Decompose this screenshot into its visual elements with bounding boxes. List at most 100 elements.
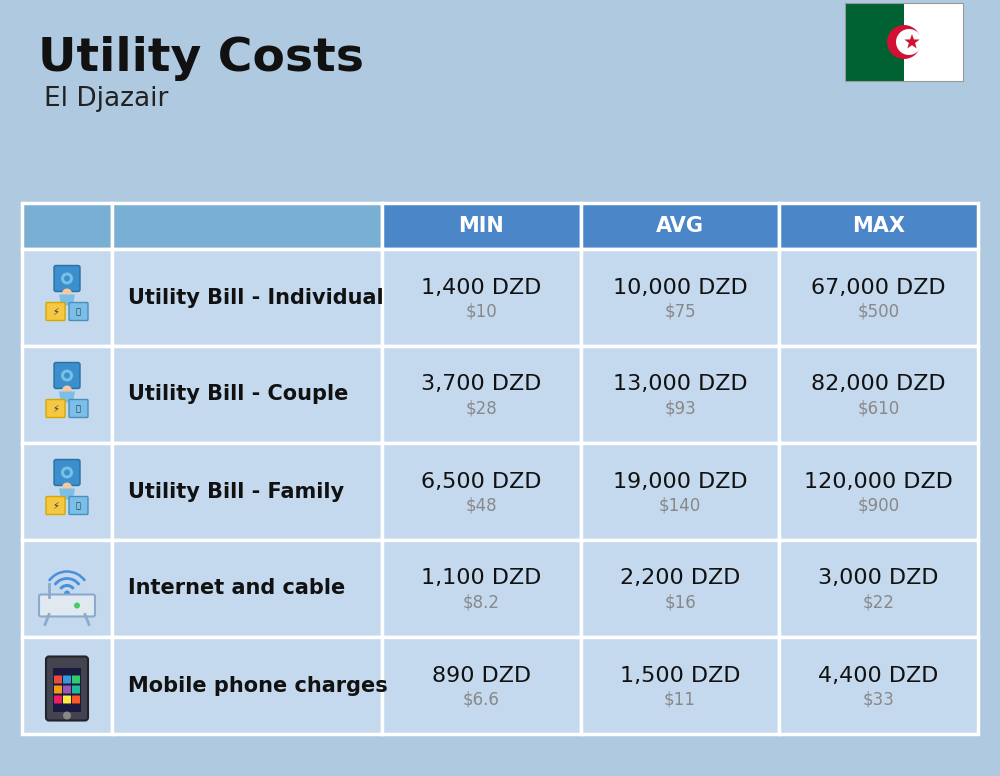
Circle shape xyxy=(61,369,73,382)
Circle shape xyxy=(63,712,71,719)
FancyBboxPatch shape xyxy=(382,249,581,346)
FancyBboxPatch shape xyxy=(46,497,65,514)
Polygon shape xyxy=(59,392,75,403)
Text: 🔧: 🔧 xyxy=(76,501,81,510)
Polygon shape xyxy=(845,3,904,81)
Text: $22: $22 xyxy=(863,594,895,611)
FancyBboxPatch shape xyxy=(22,203,112,249)
Text: 82,000 DZD: 82,000 DZD xyxy=(811,375,946,394)
FancyBboxPatch shape xyxy=(779,346,978,443)
Circle shape xyxy=(64,372,70,379)
Text: AVG: AVG xyxy=(656,216,704,236)
FancyBboxPatch shape xyxy=(54,459,80,486)
FancyBboxPatch shape xyxy=(69,497,88,514)
Text: 6,500 DZD: 6,500 DZD xyxy=(421,472,542,491)
FancyBboxPatch shape xyxy=(69,400,88,417)
Text: $11: $11 xyxy=(664,691,696,708)
FancyBboxPatch shape xyxy=(46,303,65,320)
FancyBboxPatch shape xyxy=(779,203,978,249)
Text: 3,700 DZD: 3,700 DZD xyxy=(421,375,542,394)
FancyBboxPatch shape xyxy=(581,443,779,540)
Text: Utility Bill - Family: Utility Bill - Family xyxy=(128,481,344,501)
FancyBboxPatch shape xyxy=(54,685,62,694)
FancyBboxPatch shape xyxy=(112,249,382,346)
Circle shape xyxy=(62,386,72,396)
FancyBboxPatch shape xyxy=(581,540,779,637)
FancyBboxPatch shape xyxy=(22,637,112,734)
FancyBboxPatch shape xyxy=(382,346,581,443)
FancyBboxPatch shape xyxy=(54,695,62,704)
FancyBboxPatch shape xyxy=(72,675,80,684)
FancyBboxPatch shape xyxy=(581,637,779,734)
Circle shape xyxy=(62,289,72,299)
FancyBboxPatch shape xyxy=(382,637,581,734)
Circle shape xyxy=(61,466,73,479)
Circle shape xyxy=(887,25,921,59)
Text: 🔧: 🔧 xyxy=(76,307,81,316)
FancyBboxPatch shape xyxy=(112,443,382,540)
Text: 🔧: 🔧 xyxy=(76,404,81,413)
FancyBboxPatch shape xyxy=(69,303,88,320)
Text: 4,400 DZD: 4,400 DZD xyxy=(818,666,939,685)
FancyBboxPatch shape xyxy=(22,540,112,637)
FancyBboxPatch shape xyxy=(779,540,978,637)
FancyBboxPatch shape xyxy=(581,249,779,346)
Polygon shape xyxy=(59,489,75,500)
Text: Mobile phone charges: Mobile phone charges xyxy=(128,675,388,695)
Text: El Djazair: El Djazair xyxy=(44,86,168,112)
Text: $610: $610 xyxy=(858,400,900,417)
FancyBboxPatch shape xyxy=(63,685,71,694)
Circle shape xyxy=(64,469,70,476)
Text: $28: $28 xyxy=(465,400,497,417)
Text: $500: $500 xyxy=(858,303,900,320)
Text: $33: $33 xyxy=(863,691,895,708)
Text: 10,000 DZD: 10,000 DZD xyxy=(613,278,747,297)
Text: 13,000 DZD: 13,000 DZD xyxy=(613,375,747,394)
Text: 2,200 DZD: 2,200 DZD xyxy=(620,569,740,588)
Circle shape xyxy=(61,272,73,285)
Text: $93: $93 xyxy=(664,400,696,417)
FancyBboxPatch shape xyxy=(382,443,581,540)
FancyBboxPatch shape xyxy=(63,695,71,704)
Circle shape xyxy=(74,602,80,608)
Text: 1,100 DZD: 1,100 DZD xyxy=(421,569,542,588)
FancyBboxPatch shape xyxy=(22,443,112,540)
Circle shape xyxy=(62,483,72,493)
FancyBboxPatch shape xyxy=(112,203,382,249)
Text: 3,000 DZD: 3,000 DZD xyxy=(818,569,939,588)
FancyBboxPatch shape xyxy=(382,540,581,637)
FancyBboxPatch shape xyxy=(382,203,581,249)
Text: $48: $48 xyxy=(466,497,497,514)
Circle shape xyxy=(64,591,70,597)
FancyBboxPatch shape xyxy=(22,346,112,443)
Text: Utility Bill - Individual: Utility Bill - Individual xyxy=(128,287,384,307)
Text: ⚡: ⚡ xyxy=(52,307,59,317)
FancyBboxPatch shape xyxy=(72,695,80,704)
Text: Utility Bill - Couple: Utility Bill - Couple xyxy=(128,384,348,404)
Text: $140: $140 xyxy=(659,497,701,514)
FancyBboxPatch shape xyxy=(54,265,80,292)
Text: MAX: MAX xyxy=(852,216,905,236)
Polygon shape xyxy=(59,295,75,306)
FancyBboxPatch shape xyxy=(112,637,382,734)
FancyBboxPatch shape xyxy=(72,685,80,694)
FancyBboxPatch shape xyxy=(779,443,978,540)
Text: 1,500 DZD: 1,500 DZD xyxy=(620,666,740,685)
FancyBboxPatch shape xyxy=(779,637,978,734)
Text: $75: $75 xyxy=(664,303,696,320)
FancyBboxPatch shape xyxy=(46,400,65,417)
FancyBboxPatch shape xyxy=(779,249,978,346)
Text: 67,000 DZD: 67,000 DZD xyxy=(811,278,946,297)
Text: ⚡: ⚡ xyxy=(52,404,59,414)
FancyBboxPatch shape xyxy=(22,249,112,346)
FancyBboxPatch shape xyxy=(63,675,71,684)
Polygon shape xyxy=(904,3,963,81)
Text: $8.2: $8.2 xyxy=(463,594,500,611)
Text: 1,400 DZD: 1,400 DZD xyxy=(421,278,542,297)
Circle shape xyxy=(896,29,922,55)
Text: ⚡: ⚡ xyxy=(52,501,59,511)
Circle shape xyxy=(64,275,70,282)
Text: MIN: MIN xyxy=(458,216,504,236)
Text: $900: $900 xyxy=(858,497,900,514)
Text: $10: $10 xyxy=(465,303,497,320)
